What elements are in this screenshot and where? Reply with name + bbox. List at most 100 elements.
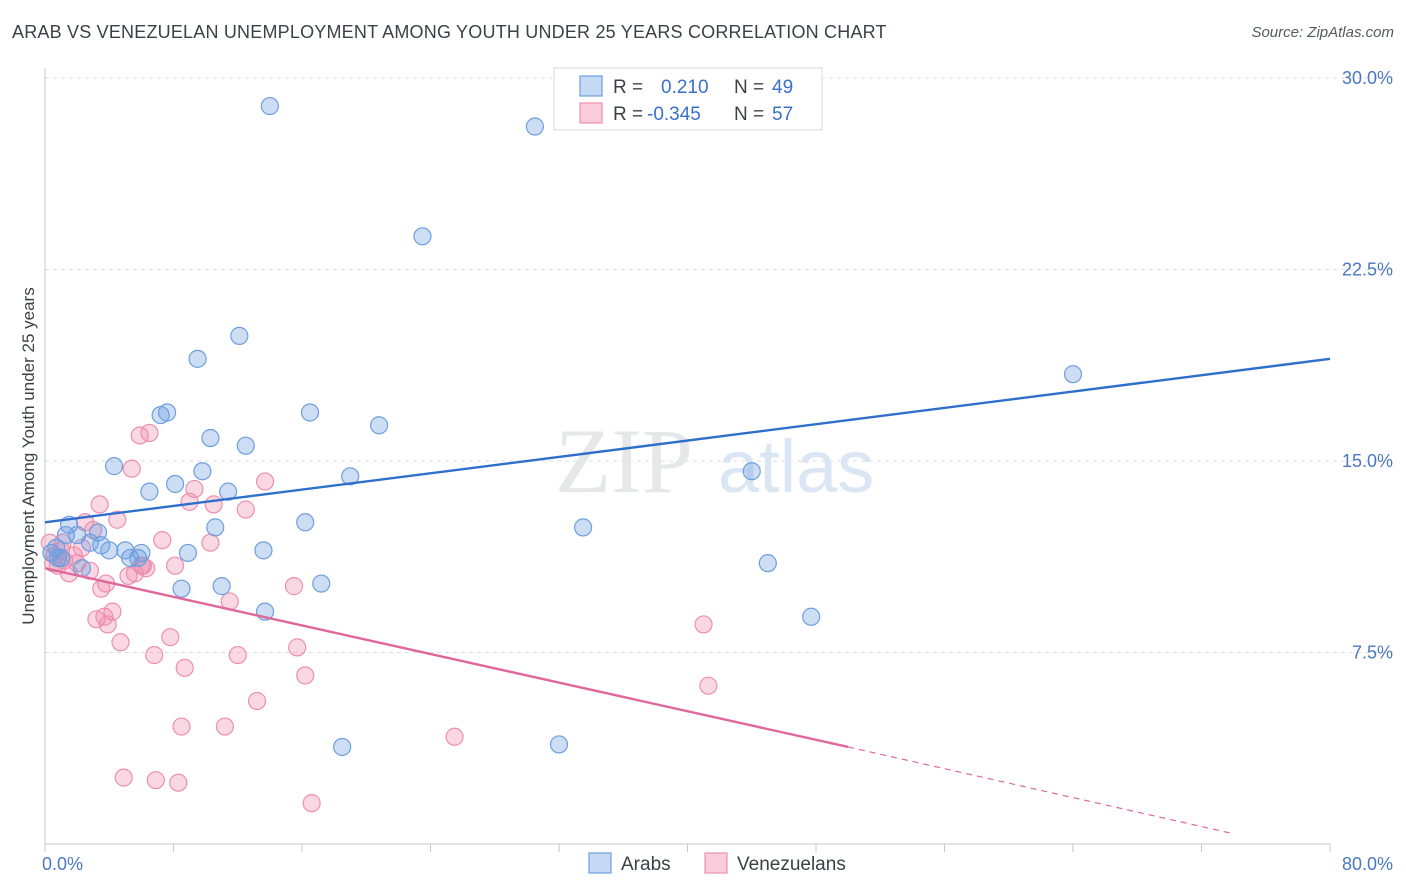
y-tick-label-1: 15.0% bbox=[1342, 451, 1393, 471]
series-legend-venezuelans-swatch bbox=[704, 852, 728, 874]
venezuelans-point-50 bbox=[694, 615, 713, 634]
x-tick-label-0: 0.0% bbox=[42, 854, 83, 874]
series-legend-venezuelans-label: Venezuelans bbox=[737, 854, 846, 875]
arabs-point-14 bbox=[129, 548, 148, 568]
arabs-point-15 bbox=[132, 543, 151, 563]
venezuelans-point-29 bbox=[153, 531, 172, 550]
y-tick-label-2: 22.5% bbox=[1342, 260, 1393, 280]
stats-legend-arabs-swatch bbox=[579, 75, 603, 97]
arabs-point-42 bbox=[573, 518, 593, 537]
x-tick-label-1: 80.0% bbox=[1342, 854, 1393, 874]
arabs-point-23 bbox=[193, 462, 212, 481]
venezuelans-point-33 bbox=[172, 717, 191, 736]
trend-lines bbox=[44, 357, 1331, 835]
venezuelans-point-20 bbox=[114, 768, 133, 787]
venezuelans-point-51 bbox=[699, 676, 718, 695]
arabs-point-33 bbox=[296, 513, 315, 532]
watermark-atlas: atlas bbox=[718, 425, 874, 508]
venezuelans-point-27 bbox=[145, 645, 164, 665]
arabs-point-48 bbox=[48, 548, 67, 568]
venezuelans-point-18 bbox=[108, 510, 127, 529]
arabs-point-34 bbox=[300, 403, 320, 422]
arabs-point-44 bbox=[742, 462, 761, 481]
y-tick-label-0: 7.5% bbox=[1352, 643, 1393, 663]
venezuelans-point-48 bbox=[302, 794, 321, 813]
axes bbox=[44, 68, 1331, 852]
venezuelans-point-30 bbox=[161, 628, 180, 647]
venezuelans-point-55 bbox=[119, 566, 138, 586]
venezuelans-point-39 bbox=[215, 717, 234, 736]
watermark: ZIP atlas bbox=[555, 410, 874, 512]
venezuelans-point-34 bbox=[175, 658, 194, 677]
stats-legend-venezuelans-swatch bbox=[579, 102, 603, 124]
arabs-point-21 bbox=[178, 543, 198, 563]
venezuelans-point-31 bbox=[166, 556, 185, 575]
venezuelans-trend-extension bbox=[847, 746, 1234, 835]
venezuelans-point-37 bbox=[201, 533, 220, 552]
chart-title: ARAB VS VENEZUELAN UNEMPLOYMENT AMONG YO… bbox=[12, 22, 887, 42]
stats-legend-arabs-r-value: 0.210 bbox=[661, 77, 709, 98]
stats-legend-arabs-n-value: 49 bbox=[772, 77, 793, 98]
grid-lines bbox=[45, 77, 1392, 653]
arabs-point-10 bbox=[100, 541, 119, 560]
venezuelans-point-38 bbox=[204, 495, 223, 514]
arabs-point-47 bbox=[1063, 365, 1083, 384]
venezuelans-point-21 bbox=[122, 459, 141, 478]
arabs-point-22 bbox=[188, 349, 207, 368]
arabs-point-40 bbox=[525, 117, 545, 136]
venezuelans-points bbox=[40, 423, 718, 813]
arabs-point-24 bbox=[201, 428, 220, 448]
venezuelans-point-19 bbox=[111, 633, 130, 652]
series-legend-arabs-swatch bbox=[588, 852, 612, 874]
y-axis-title: Unemployment Among Youth under 25 years bbox=[19, 287, 38, 624]
series-legend-arabs-label: Arabs bbox=[621, 854, 671, 875]
stats-legend-arabs-n-label: N = bbox=[734, 77, 764, 98]
venezuelans-point-36 bbox=[185, 479, 204, 499]
stats-legend-arabs-r-label: R = bbox=[613, 77, 643, 98]
venezuelans-point-17 bbox=[103, 602, 122, 621]
venezuelans-point-49 bbox=[445, 727, 464, 746]
watermark-zip: ZIP bbox=[555, 410, 693, 512]
arabs-point-18 bbox=[157, 403, 177, 422]
venezuelans-point-41 bbox=[228, 645, 247, 665]
arabs-point-11 bbox=[104, 457, 124, 476]
stats-legend: R = 0.210 N = 49 R = -0.345 N = 57 bbox=[553, 67, 823, 131]
stats-legend-venezuelans-r-label: R = bbox=[613, 104, 643, 125]
arabs-point-35 bbox=[312, 574, 331, 593]
arabs-point-38 bbox=[370, 416, 389, 435]
venezuelans-point-28 bbox=[146, 771, 165, 790]
arabs-point-29 bbox=[236, 436, 255, 455]
venezuelans-point-43 bbox=[247, 691, 267, 711]
arabs-point-32 bbox=[260, 96, 279, 116]
arabs-point-36 bbox=[333, 737, 352, 757]
arabs-point-20 bbox=[172, 579, 191, 598]
venezuelans-trend-line bbox=[44, 567, 849, 749]
arabs-point-26 bbox=[212, 577, 231, 596]
arabs-point-46 bbox=[802, 607, 821, 626]
venezuelans-point-47 bbox=[296, 666, 315, 685]
arabs-point-16 bbox=[140, 482, 159, 501]
stats-legend-venezuelans-n-label: N = bbox=[734, 104, 764, 125]
arabs-points bbox=[42, 96, 1083, 757]
venezuelans-point-26 bbox=[140, 423, 159, 443]
venezuelans-point-46 bbox=[288, 638, 307, 657]
arabs-point-25 bbox=[206, 518, 225, 537]
venezuelans-point-32 bbox=[169, 773, 188, 792]
venezuelans-point-42 bbox=[236, 500, 255, 519]
stats-legend-venezuelans-r-value: -0.345 bbox=[647, 104, 701, 125]
venezuelans-point-45 bbox=[284, 577, 304, 596]
arabs-point-41 bbox=[549, 735, 569, 754]
arabs-point-28 bbox=[230, 326, 249, 345]
venezuelans-point-14 bbox=[90, 495, 109, 514]
arabs-point-37 bbox=[341, 467, 360, 486]
arabs-point-19 bbox=[166, 474, 185, 494]
tick-labels: 7.5% 15.0% 22.5% 30.0% 0.0% 80.0% bbox=[42, 68, 1393, 874]
source-credit: Source: ZipAtlas.com bbox=[1251, 24, 1394, 41]
y-tick-label-3: 30.0% bbox=[1342, 68, 1393, 88]
series-legend: Arabs Venezuelans bbox=[588, 852, 846, 875]
arabs-point-39 bbox=[413, 227, 432, 246]
arabs-point-30 bbox=[254, 541, 273, 560]
stats-legend-venezuelans-n-value: 57 bbox=[772, 104, 793, 125]
arabs-trend-line bbox=[44, 357, 1331, 524]
